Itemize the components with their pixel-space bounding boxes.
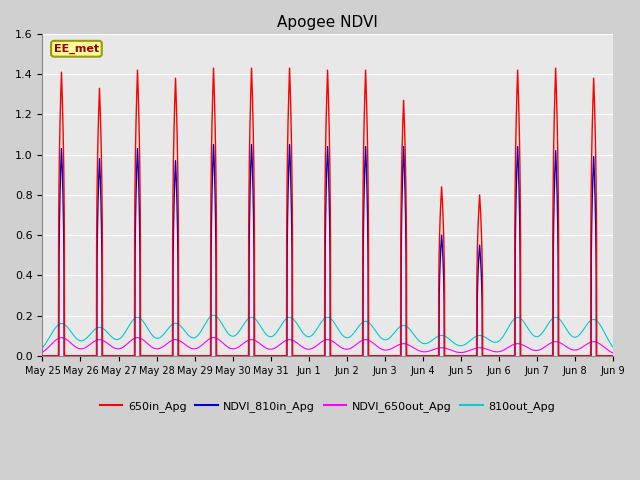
Title: Apogee NDVI: Apogee NDVI	[277, 15, 378, 30]
Legend: 650in_Apg, NDVI_810in_Apg, NDVI_650out_Apg, 810out_Apg: 650in_Apg, NDVI_810in_Apg, NDVI_650out_A…	[96, 397, 559, 417]
Text: EE_met: EE_met	[54, 44, 99, 54]
